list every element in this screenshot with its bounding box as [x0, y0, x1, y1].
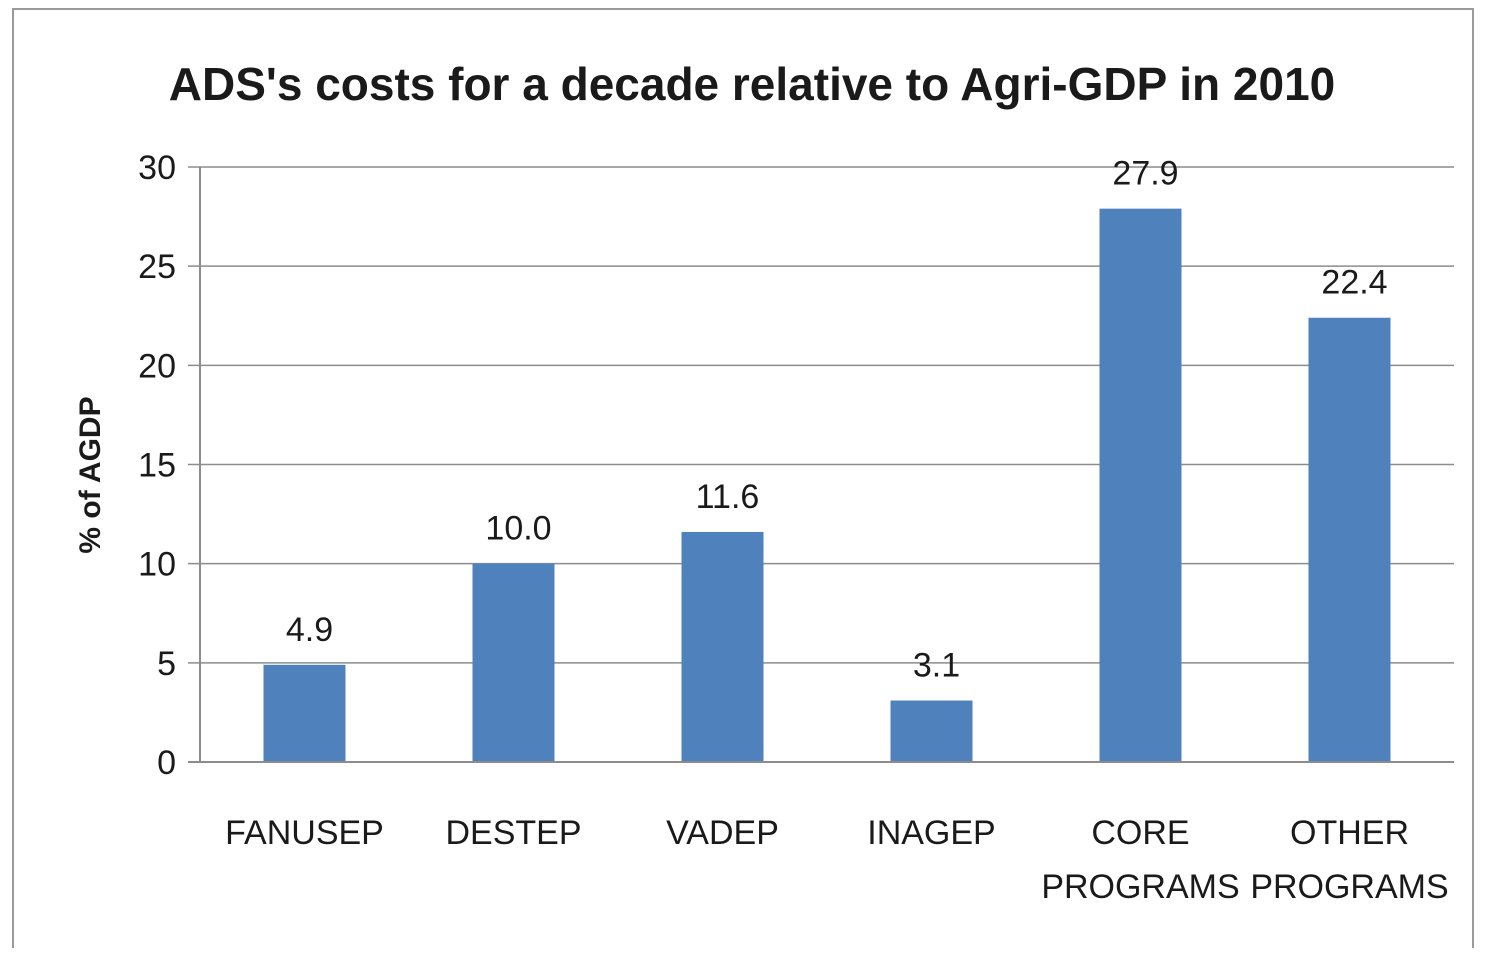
x-category-label: VADEP [666, 814, 779, 852]
data-label: 11.6 [696, 478, 760, 516]
bar-chart: ADS's costs for a decade relative to Agr… [74, 58, 1454, 906]
y-tick-label: 5 [157, 645, 176, 683]
data-label: 22.4 [1321, 264, 1387, 302]
x-axis-categories: FANUSEP DESTEP VADEP INAGEP CORE PROGRAMSOTHE… [225, 814, 1449, 906]
y-tick-label: 25 [138, 248, 176, 286]
chart-frame: ADS's costs for a decade relative to Agr… [12, 8, 1474, 948]
gridlines [188, 166, 1454, 763]
bar [1099, 208, 1182, 762]
data-label: 10.0 [485, 510, 551, 548]
bars [263, 208, 1391, 762]
data-label: 3.1 [913, 647, 960, 685]
chart-title: ADS's costs for a decade relative to Agr… [169, 58, 1335, 110]
x-category-label: DESTEP [445, 814, 581, 852]
data-labels: 4.9 10.0 11.6 3.1 27.9 22.4 [286, 155, 1388, 685]
x-category-label: INAGEP [867, 814, 995, 852]
bar [890, 700, 973, 762]
y-axis-label: % of AGDP [74, 396, 107, 553]
y-tick-label: 10 [138, 546, 176, 584]
x-category-label: FANUSEP [225, 814, 384, 852]
data-label: 27.9 [1112, 155, 1178, 193]
y-tick-label: 30 [138, 149, 176, 187]
x-category-label: CORE PROGRAMS [1041, 814, 1239, 906]
y-tick-label: 0 [157, 744, 176, 782]
y-axis-ticks: 0 5 10 15 20 25 30 [138, 149, 176, 782]
bar [263, 664, 346, 762]
bar [681, 531, 764, 762]
x-category-label: OTHER PROGRAMS [1250, 814, 1448, 906]
y-tick-label: 20 [138, 347, 176, 385]
bar [1308, 317, 1391, 762]
bar [472, 563, 555, 762]
data-label: 4.9 [286, 611, 333, 649]
y-tick-label: 15 [138, 447, 176, 485]
